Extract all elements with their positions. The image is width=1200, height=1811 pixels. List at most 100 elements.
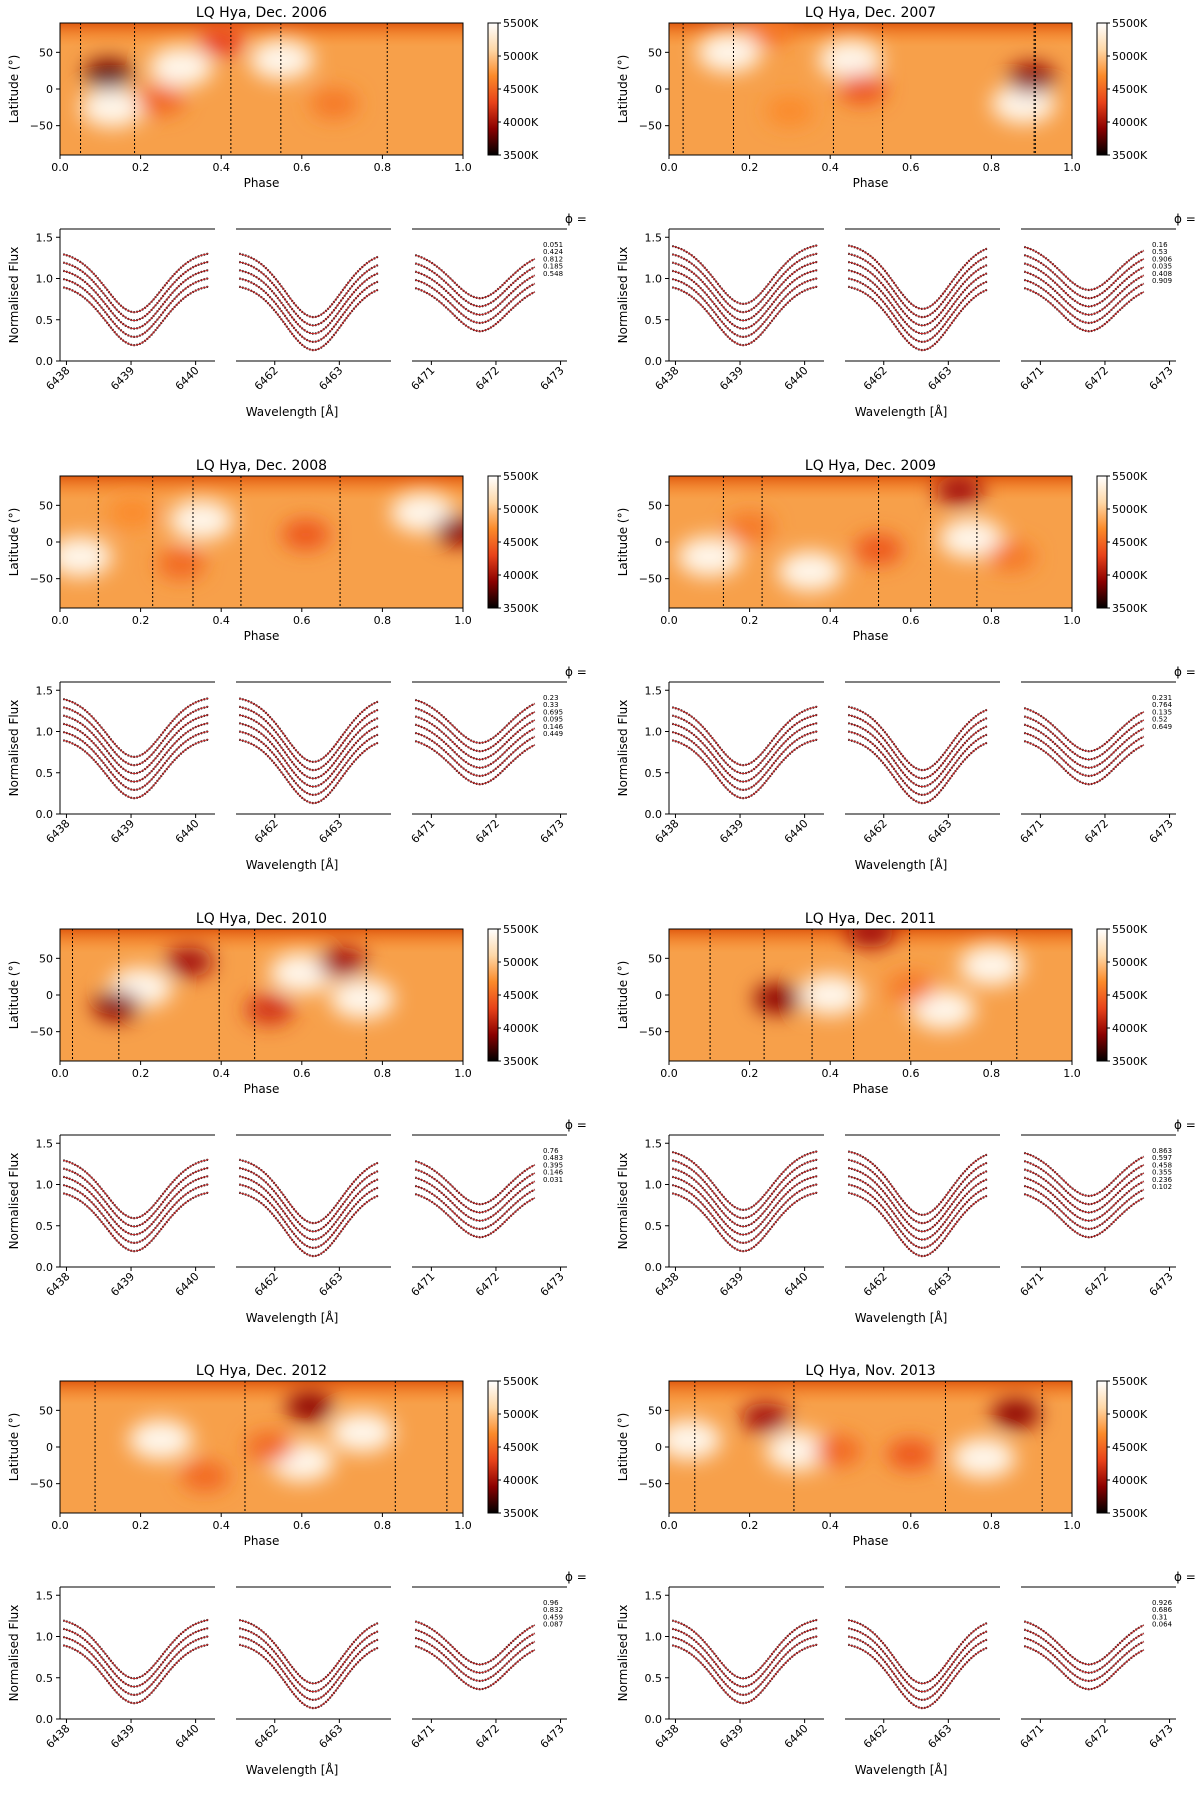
model-profile xyxy=(239,1167,379,1232)
line-profiles: 6438 6439 6440 0.0 0.5 1.0 1.5 6462 6463 6471 6472… xyxy=(616,1118,1196,1325)
line-profiles: 6438 6439 6440 0.0 0.5 1.0 1.5 6462 6463 6471 6472… xyxy=(616,665,1196,872)
wavelength-tick-label: 6438 xyxy=(653,1722,682,1751)
profile-panel-0: 6438 6439 6440 0.0 0.5 1.0 1.5 xyxy=(36,1586,215,1751)
phase-value: 0.695 xyxy=(543,708,563,716)
model-profile xyxy=(1024,1168,1144,1213)
map-y-tick-label: 0 xyxy=(655,989,662,1002)
model-profile xyxy=(1024,732,1144,777)
colorbar-label: 3500K xyxy=(503,1055,539,1068)
model-profile xyxy=(415,1160,535,1205)
colorbar-label: 3500K xyxy=(1112,149,1148,162)
line-profiles: 6438 6439 6440 0.0 0.5 1.0 1.5 6462 6463 6471 6472… xyxy=(7,1570,587,1777)
model-profile xyxy=(848,739,988,804)
observed-profile xyxy=(414,1193,536,1239)
wavelength-tick-label: 6463 xyxy=(316,1270,345,1299)
phase-value: 0.23 xyxy=(543,694,559,702)
cool-spot xyxy=(765,96,814,126)
map-y-label: Latitude (°) xyxy=(7,55,21,124)
model-profile xyxy=(672,277,818,338)
wavelength-x-label: Wavelength [Å] xyxy=(855,404,948,419)
model-profile xyxy=(848,1192,988,1257)
model-profile xyxy=(1024,724,1144,769)
map-x-tick-label: 0.0 xyxy=(51,614,69,627)
colorbar xyxy=(487,22,499,156)
phase-value: 0.102 xyxy=(1152,1183,1172,1191)
wavelength-tick-label: 6439 xyxy=(108,1270,137,1299)
colorbar xyxy=(1096,1380,1108,1514)
colorbar-label: 5500K xyxy=(1112,1375,1148,1388)
wavelength-tick-label: 6462 xyxy=(861,364,890,393)
observed-profile xyxy=(414,1620,536,1666)
cool-spot xyxy=(745,23,794,46)
wavelength-x-label: Wavelength [Å] xyxy=(246,1310,339,1325)
cool-spot xyxy=(846,929,895,948)
polar-band xyxy=(669,929,1072,1061)
model-profile xyxy=(415,1168,535,1213)
model-profile xyxy=(1024,1185,1144,1230)
model-profile xyxy=(848,253,988,318)
map-x-tick-label: 0.8 xyxy=(374,1519,392,1532)
cool-spot xyxy=(197,26,246,57)
map-y-tick-label: −50 xyxy=(30,1026,53,1039)
observed-profile xyxy=(671,1635,818,1696)
wavelength-tick-label: 6472 xyxy=(1082,817,1111,846)
map-x-tick-label: 0.2 xyxy=(741,1519,759,1532)
observed-profile xyxy=(1023,287,1145,333)
wavelength-tick-label: 6472 xyxy=(473,1722,502,1751)
observed-profile xyxy=(1023,731,1145,778)
phi-label: ϕ = xyxy=(565,1118,587,1132)
model-profile xyxy=(1024,1645,1144,1690)
bright-region xyxy=(330,978,395,1019)
phase-value: 0.483 xyxy=(543,1154,563,1162)
bright-region xyxy=(818,39,883,80)
colorbar-label: 4000K xyxy=(1112,1022,1148,1035)
phase-value: 0.231 xyxy=(1152,694,1172,702)
wavelength-tick-label: 6471 xyxy=(409,1722,438,1751)
colorbar-label: 4500K xyxy=(1112,989,1148,1002)
wavelength-tick-label: 6438 xyxy=(653,364,682,393)
wavelength-tick-label: 6440 xyxy=(173,1270,202,1299)
flux-tick-label: 0.5 xyxy=(645,1220,663,1233)
model-profile xyxy=(63,706,209,766)
observed-profile xyxy=(671,730,818,791)
observed-profile xyxy=(62,738,209,800)
model-profile xyxy=(63,697,209,758)
line-profiles: 6438 6439 6440 0.0 0.5 1.0 1.5 6462 6463 6471 6472… xyxy=(7,212,587,419)
map-x-label: Phase xyxy=(244,629,280,643)
colorbar xyxy=(487,928,499,1062)
cool-spot xyxy=(136,85,185,115)
model-profile xyxy=(1024,1629,1144,1674)
model-profile xyxy=(1024,271,1144,316)
map-x-tick-label: 0.6 xyxy=(293,614,311,627)
flux-tick-label: 0.0 xyxy=(645,355,663,368)
model-profile xyxy=(672,286,818,346)
flux-tick-label: 0.5 xyxy=(36,314,54,327)
map-title: LQ Hya, Dec. 2010 xyxy=(196,911,327,927)
map-x-tick-label: 0.2 xyxy=(132,161,150,174)
colorbar-label: 4500K xyxy=(1112,536,1148,549)
map-x-tick-label: 0.8 xyxy=(374,1067,392,1080)
map-x-tick-label: 0.6 xyxy=(902,1519,920,1532)
wavelength-tick-label: 6438 xyxy=(653,1270,682,1299)
wavelength-x-label: Wavelength [Å] xyxy=(246,1762,339,1777)
map-panel-7: LQ Hya, Nov. 2013 0.0 0.2 0.4 0.6 0.8 1.0 Phase… xyxy=(616,1363,1196,1777)
colorbar-label: 5000K xyxy=(503,1408,539,1421)
map-y-tick-label: 50 xyxy=(39,46,53,59)
wavelength-tick-label: 6438 xyxy=(44,364,73,393)
map-y-label: Latitude (°) xyxy=(7,1413,21,1482)
model-profile xyxy=(63,1175,209,1236)
wavelength-tick-label: 6471 xyxy=(1018,1270,1047,1299)
flux-tick-label: 1.0 xyxy=(36,273,54,286)
colorbar-label: 4000K xyxy=(503,1474,539,1487)
model-profile xyxy=(848,1159,988,1224)
model-profile xyxy=(239,1192,379,1257)
model-profile xyxy=(63,253,209,313)
profile-panel-1: 6462 6463 xyxy=(845,228,1000,393)
profile-panel-0: 6438 6439 6440 0.0 0.5 1.0 1.5 xyxy=(645,1586,824,1751)
flux-tick-label: 0.5 xyxy=(36,1672,54,1685)
phase-value: 0.764 xyxy=(1152,701,1173,709)
profile-panel-1: 6462 6463 xyxy=(236,681,391,846)
map-y-tick-label: −50 xyxy=(30,120,53,133)
flux-tick-label: 0.5 xyxy=(645,314,663,327)
observed-profile xyxy=(414,278,536,325)
